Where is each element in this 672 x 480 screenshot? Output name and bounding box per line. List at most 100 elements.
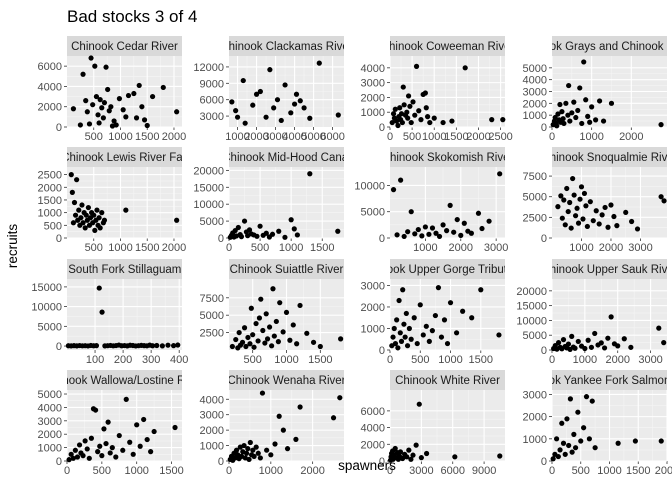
data-point (460, 308, 466, 314)
x-tick-label: 500 (93, 465, 111, 477)
data-point (561, 197, 567, 203)
data-point (250, 447, 256, 453)
facet-strip-label: Chinook Upper Sauk River (541, 264, 672, 276)
data-point (559, 420, 565, 426)
x-tick-label: 500 (243, 354, 261, 366)
data-point (172, 424, 178, 431)
y-tick-label: 5000 (523, 330, 547, 342)
data-point (125, 92, 132, 99)
data-point (562, 222, 568, 228)
data-point (560, 440, 567, 446)
data-point (416, 108, 422, 114)
panel-background (229, 167, 344, 238)
data-point (233, 447, 240, 453)
x-tick-label: 0 (226, 242, 232, 254)
data-point (247, 439, 253, 446)
y-tick-label: 6000 (38, 61, 62, 73)
data-point (571, 99, 577, 105)
y-tick-label: 2000 (523, 412, 547, 424)
data-point (395, 345, 401, 351)
data-point (589, 104, 595, 110)
data-point (394, 118, 400, 124)
y-tick-label: 0 (379, 233, 385, 245)
data-point (250, 332, 256, 338)
data-point (86, 121, 93, 127)
data-point (271, 105, 277, 111)
data-point (390, 111, 397, 117)
data-point (80, 220, 86, 226)
panel-background (67, 279, 182, 350)
y-tick-label: 500 (44, 220, 62, 232)
data-point (394, 317, 400, 323)
data-point (70, 455, 76, 461)
facet-panel: Chinook Yankee Fork Salmon River 0 500 1000… (523, 370, 672, 477)
data-point (608, 202, 614, 208)
data-point (246, 227, 253, 233)
data-point (602, 204, 608, 211)
facet-strip (552, 259, 667, 279)
y-tick-label: 2500 (200, 328, 224, 340)
y-tick-label: 0 (541, 456, 547, 468)
x-tick-label: 500 (85, 131, 103, 143)
y-tick-label: 1000 (38, 208, 62, 220)
y-tick-label: 5000 (200, 216, 224, 228)
x-tick-label: 500 (572, 465, 590, 477)
y-tick-label: 2000 (38, 102, 62, 114)
data-point (573, 114, 579, 121)
data-point (583, 203, 589, 209)
data-point (253, 91, 260, 97)
facet-strip-label: Chinook South Fork Stillaguamish River (23, 264, 226, 276)
data-point (255, 338, 261, 344)
data-point (569, 110, 575, 116)
x-tick-label: 3000 (263, 131, 287, 143)
data-point (555, 340, 562, 346)
data-point (441, 317, 448, 323)
data-point (106, 108, 112, 114)
data-point (440, 119, 446, 126)
y-tick-label: 4000 (38, 81, 62, 93)
x-tick-label: 3000 (638, 354, 662, 366)
facet-strip (67, 259, 182, 279)
data-point (330, 415, 337, 421)
data-point (462, 65, 468, 71)
data-point (432, 312, 438, 319)
data-point (418, 455, 424, 461)
data-point (133, 115, 140, 121)
data-point (297, 302, 303, 309)
data-point (601, 345, 608, 351)
data-point (248, 305, 254, 311)
x-tick-label: 1000 (413, 242, 437, 254)
data-point (233, 336, 239, 343)
data-point (404, 109, 410, 115)
data-point (250, 102, 256, 108)
data-point (77, 122, 83, 128)
data-point (433, 230, 439, 236)
data-point (69, 189, 75, 195)
data-point (418, 117, 424, 123)
data-point (276, 413, 282, 419)
data-point (253, 320, 259, 327)
y-tick-label: 15000 (516, 301, 547, 313)
facet-strip (390, 370, 505, 390)
data-point (94, 207, 100, 213)
y-tick-label: 4000 (523, 75, 547, 87)
data-point (598, 340, 604, 346)
data-point (458, 232, 464, 238)
data-point (399, 455, 406, 462)
data-point (552, 114, 558, 121)
data-point (565, 341, 572, 347)
data-point (276, 228, 282, 234)
data-point (131, 90, 137, 97)
data-point (419, 233, 425, 239)
data-point (412, 112, 418, 118)
data-point (575, 409, 581, 415)
data-point (242, 120, 248, 126)
data-point (554, 436, 560, 442)
data-point (83, 212, 89, 218)
data-point (317, 343, 323, 350)
data-point (661, 340, 667, 346)
facet-panel: Chinook Wallowa/Lostine River 0 500 1000 150… (38, 370, 184, 477)
data-point (338, 336, 344, 342)
y-tick-label: 1500 (38, 195, 62, 207)
x-tick-label: 3000 (484, 242, 508, 254)
